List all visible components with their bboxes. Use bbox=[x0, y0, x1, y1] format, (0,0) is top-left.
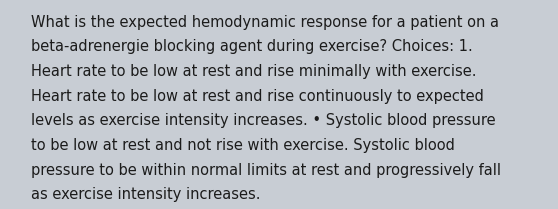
Text: Heart rate to be low at rest and rise continuously to expected: Heart rate to be low at rest and rise co… bbox=[31, 89, 484, 104]
Text: pressure to be within normal limits at rest and progressively fall: pressure to be within normal limits at r… bbox=[31, 163, 501, 178]
Text: Heart rate to be low at rest and rise minimally with exercise.: Heart rate to be low at rest and rise mi… bbox=[31, 64, 476, 79]
Text: levels as exercise intensity increases. • Systolic blood pressure: levels as exercise intensity increases. … bbox=[31, 113, 496, 128]
Text: as exercise intensity increases.: as exercise intensity increases. bbox=[31, 187, 260, 202]
Text: What is the expected hemodynamic response for a patient on a: What is the expected hemodynamic respons… bbox=[31, 15, 499, 30]
Text: to be low at rest and not rise with exercise. Systolic blood: to be low at rest and not rise with exer… bbox=[31, 138, 455, 153]
Text: beta-adrenergie blocking agent during exercise? Choices: 1.: beta-adrenergie blocking agent during ex… bbox=[31, 39, 473, 54]
